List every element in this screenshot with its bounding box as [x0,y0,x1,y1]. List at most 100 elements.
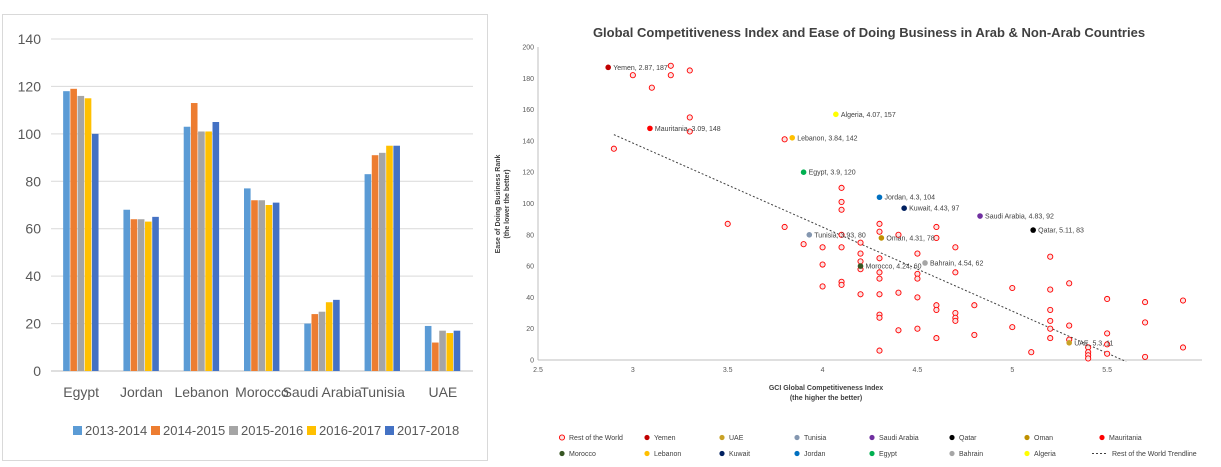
scatter-point-rest-of-world [610,145,617,152]
scatter-legend-label: Oman [1034,435,1053,442]
scatter-label-egypt: Egypt, 3.9, 120 [809,170,856,177]
scatter-point-rest-of-world [933,306,940,313]
scatter-point-rest-of-world [1047,253,1054,260]
scatter-ylabel-note: (the lower the better) [504,169,511,238]
scatter-label-tunisia: Tunisia, 3.93, 80 [814,232,866,239]
scatter-point-rest-of-world [686,128,693,135]
scatter-label-lebanon: Lebanon, 3.84, 142 [797,135,857,142]
scatter-point-lebanon [789,134,796,141]
bar-legend-label: 2017-2018 [397,423,459,438]
scatter-point-rest-of-world [1009,284,1016,292]
scatter-point-rest-of-world [876,347,883,354]
bar-legend-label: 2014-2015 [163,423,225,438]
scatter-point-rest-of-world [1142,353,1149,360]
scatter-point-rest-of-world [933,234,940,241]
scatter-y-tick-label: 20 [526,326,534,333]
scatter-legend-label: Yemen [654,435,676,442]
scatter-point-rest-of-world [838,206,845,213]
scatter-point-rest-of-world [686,67,693,74]
scatter-point-rest-of-world [952,244,959,251]
bar-legend-swatch [307,426,316,435]
bar-saudi-arabia-2017-2018 [333,299,340,371]
bar-lebanon-2017-2018 [212,122,220,371]
scatter-legend-label: Tunisia [804,435,826,442]
scatter-y-tick-label: 140 [522,138,534,145]
bar-morocco-2017-2018 [272,202,280,371]
scatter-legend-label: Mauritania [1109,435,1142,442]
bar-saudi-arabia-2014-2015 [311,314,319,371]
scatter-point-rest-of-world [1009,324,1016,331]
scatter-label-morocco: Morocco, 4.24, 60 [866,264,922,271]
scatter-point-rest-of-world [857,258,864,265]
scatter-label-jordan: Jordan, 4.3, 104 [884,195,935,202]
bar-legend-swatch [151,426,160,435]
scatter-legend-label: Saudi Arabia [879,435,919,442]
scatter-point-rest-of-world [1047,286,1054,293]
bar-morocco-2015-2016 [258,200,265,371]
scatter-point-rest-of-world [876,291,883,298]
scatter-point-rest-of-world [876,314,883,321]
scatter-point-rest-of-world [1104,295,1111,303]
scatter-point-rest-of-world [876,269,883,276]
bar-legend-label: 2015-2016 [241,423,303,438]
scatter-label-oman: Oman, 4.31, 78 [886,235,934,242]
bar-tunisia-2014-2015 [371,155,379,371]
bar-uae-2015-2016 [439,330,446,371]
bar-x-tick-label: Jordan [120,384,163,400]
bar-tunisia-2017-2018 [393,145,400,371]
scatter-point-rest-of-world [914,250,921,257]
scatter-legend-swatch [949,434,955,441]
scatter-x-tick-label: 4 [821,367,825,374]
scatter-point-rest-of-world [800,241,807,248]
bar-chart-panel: 0 20 40 60 80 100 120 140 Egypt Jordan Lebanon Moro… [2,14,488,461]
scatter-point-oman [878,235,885,241]
scatter-legend-label: Qatar [959,435,977,442]
scatter-point-rest-of-world [1085,355,1092,362]
scatter-legend-label: Rest of the World [569,435,623,442]
scatter-legend-swatch [794,450,800,457]
scatter-point-rest-of-world [838,231,845,238]
scatter-point-bahrain [922,260,928,266]
scatter-point-rest-of-world [876,220,883,227]
bar-morocco-2013-2014 [244,188,251,371]
scatter-point-rest-of-world [1047,325,1054,332]
scatter-point-rest-of-world [1179,297,1187,304]
bar-jordan-2017-2018 [152,216,159,371]
scatter-point-rest-of-world [971,331,978,339]
scatter-point-rest-of-world [838,244,845,251]
scatter-y-tick-label: 120 [522,170,534,177]
scatter-point-rest-of-world [1142,299,1149,306]
scatter-label-bahrain: Bahrain, 4.54, 62 [930,260,983,267]
scatter-point-rest-of-world [857,250,864,257]
scatter-label-kuwait: Kuwait, 4.43, 97 [909,206,959,213]
scatter-point-rest-of-world [1179,344,1187,351]
bar-lebanon-2014-2015 [190,103,198,372]
bar-legend-swatch [385,426,394,435]
scatter-point-rest-of-world [1142,319,1149,326]
bar-lebanon-2013-2014 [183,126,191,371]
scatter-point-uae [1066,339,1072,346]
bar-saudi-arabia-2016-2017 [325,302,333,371]
scatter-point-rest-of-world [1104,341,1111,348]
scatter-point-rest-of-world [667,62,674,69]
scatter-label-algeria: Algeria, 4.07, 157 [841,112,896,119]
scatter-ylabel: Ease of Doing Business Rank [495,154,502,253]
scatter-legend-label: Egypt [879,451,897,458]
scatter-legend-label: Bahrain [959,451,983,458]
scatter-legend-label: Rest of the World Trendline [1112,451,1197,458]
bar-egypt-2016-2017 [84,98,92,372]
bar-egypt-2017-2018 [91,133,99,371]
scatter-chart: Global Competitiveness Index and Ease of… [495,25,1202,458]
scatter-point-tunisia [806,232,813,238]
bar-jordan-2015-2016 [137,219,145,371]
scatter-x-tick-label: 4.5 [913,367,923,374]
bar-lebanon-2016-2017 [205,131,212,371]
bar-y-tick-label: 140 [18,31,42,47]
scatter-point-rest-of-world [971,302,978,309]
scatter-legend-swatch [644,450,650,457]
scatter-point-rest-of-world [724,220,731,227]
scatter-point-rest-of-world [819,244,826,251]
scatter-legend-swatch [949,450,955,457]
scatter-point-rest-of-world [1104,350,1111,357]
scatter-point-rest-of-world [686,114,693,121]
